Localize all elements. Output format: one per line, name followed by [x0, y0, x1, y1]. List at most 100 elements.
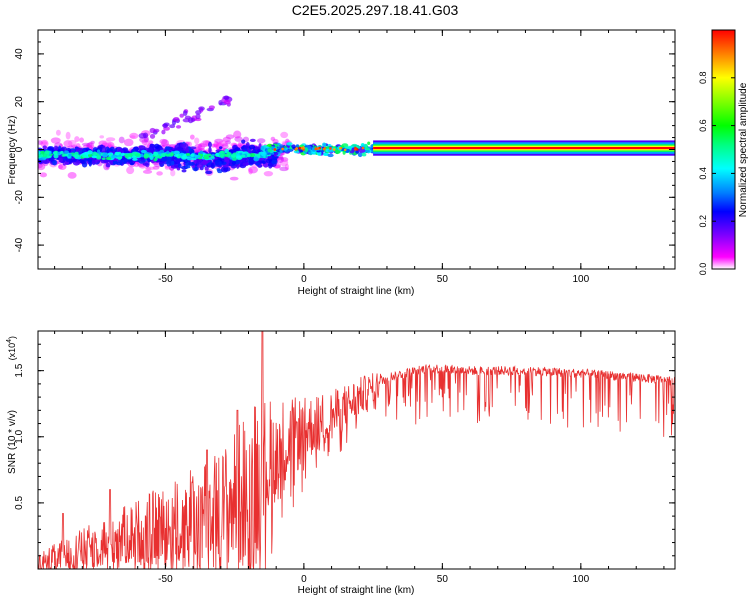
spectrogram-ticks: -50 0 50 100 -40 -20 0 20 40: [14, 30, 675, 285]
heatmap-cell: [161, 139, 170, 147]
heatmap-cell: [185, 147, 189, 154]
heatmap-cell: [91, 155, 97, 159]
heatmap-cell: [279, 166, 289, 172]
heatmap-cell: [199, 143, 208, 148]
heatmap-cell: [147, 140, 154, 145]
colorbar-tick-label: 0.4: [698, 167, 708, 180]
heatmap-cell: [222, 136, 231, 142]
colorbar-tick-label: 0.0: [698, 263, 708, 276]
heatmap-cell: [354, 148, 357, 151]
heatmap-cell: [161, 129, 166, 135]
heatmap-cell: [160, 152, 167, 158]
heatmap-cell: [82, 148, 86, 153]
heatmap-cell: [248, 168, 253, 175]
heatmap-cell: [196, 159, 201, 165]
heatmap-cell: [153, 151, 159, 156]
heatmap-cell: [236, 155, 242, 159]
heatmap-cell: [182, 110, 188, 116]
y-tick-label: 0: [14, 146, 25, 152]
heatmap-cell: [187, 141, 192, 147]
heatmap-cell: [140, 149, 147, 154]
heatmap-cell: [271, 159, 278, 165]
heatmap-cell: [219, 153, 225, 158]
heatmap-cell: [239, 152, 243, 156]
heatmap-cell: [233, 130, 242, 139]
heatmap-cell: [86, 142, 93, 148]
x-tick-label: -50: [158, 274, 173, 285]
heatmap-cell: [223, 99, 231, 105]
heatmap-cell: [120, 152, 125, 157]
heatmap-cell: [129, 135, 136, 139]
heatmap-cell: [199, 150, 204, 155]
heatmap-cell: [39, 172, 47, 178]
heatmap-cell: [342, 150, 346, 155]
heatmap-cell: [223, 95, 230, 101]
heatmap-cell: [358, 148, 366, 153]
heatmap-cell: [249, 153, 256, 158]
heatmap-cell: [334, 149, 341, 155]
heatmap-cell: [338, 147, 342, 150]
spectrogram-y-label: Frequency (Hz): [7, 116, 18, 185]
heatmap-cell: [357, 152, 363, 158]
colorbar-gradient: [711, 29, 736, 270]
heatmap-cell: [133, 161, 140, 168]
heatmap-cell: [153, 158, 157, 162]
heatmap-cell: [123, 138, 134, 147]
heatmap-cell: [181, 169, 187, 173]
heatmap-cell: [96, 155, 102, 160]
heatmap-cell: [115, 162, 123, 166]
heatmap-cell: [189, 134, 195, 140]
y-tick-label: 0.5: [14, 496, 25, 510]
heatmap-cell: [92, 151, 98, 157]
heatmap-cell: [38, 162, 46, 171]
y-tick-label: 1.0: [14, 429, 25, 443]
heatmap-cell: [213, 141, 219, 148]
heatmap-cell: [275, 156, 285, 164]
heatmap-cell: [162, 123, 168, 129]
y-tick-label: -20: [14, 190, 25, 205]
heatmap-cell: [117, 151, 122, 155]
heatmap-cell: [241, 139, 246, 144]
heatmap-cell: [185, 153, 191, 156]
heatmap-cell: [205, 170, 213, 175]
heatmap-cell: [166, 150, 170, 155]
heatmap-cell: [53, 145, 59, 152]
heatmap-cell: [42, 145, 47, 150]
y-tick-label: 40: [14, 48, 25, 60]
heatmap-cell: [208, 105, 215, 110]
heatmap-cell: [355, 150, 360, 154]
heatmap-cell: [165, 146, 172, 151]
heatmap-cell: [64, 150, 69, 154]
heatmap-cell: [218, 99, 223, 106]
heatmap-cell: [186, 156, 193, 161]
heatmap-cell: [60, 150, 64, 155]
heatmap-cell: [184, 165, 191, 169]
x-tick-label: 100: [572, 274, 589, 285]
heatmap-cell: [257, 138, 266, 144]
heatmap-cell: [277, 142, 281, 146]
heatmap-cell: [55, 129, 61, 136]
heatmap-cell: [142, 132, 149, 139]
heatmap-cell: [40, 139, 49, 148]
heatmap-cell: [105, 156, 112, 161]
heatmap-cell: [280, 157, 289, 163]
heatmap-cell: [221, 143, 229, 150]
heatmap-cell: [281, 140, 288, 147]
colorbar-tick-label: 0.6: [698, 119, 708, 132]
heatmap-cell: [74, 136, 80, 143]
x-tick-label: 0: [301, 574, 307, 585]
heatmap-cell: [63, 140, 73, 148]
heatmap-cell: [243, 145, 250, 149]
snr-y-label: SNR (10 * v/v): [7, 410, 18, 474]
heatmap-cell: [188, 161, 195, 166]
chart-title: C2E5.2025.297.18.41.G03: [291, 2, 459, 18]
snr-plot-area: [38, 331, 675, 569]
heatmap-cell: [204, 166, 209, 171]
heatmap-cell: [80, 160, 85, 164]
heatmap-cell: [241, 154, 246, 158]
heatmap-cell: [79, 137, 85, 143]
heatmap-cell: [53, 153, 59, 159]
heatmap-cell: [197, 142, 206, 151]
heatmap-cell: [76, 147, 84, 152]
heatmap-cell: [300, 146, 304, 150]
